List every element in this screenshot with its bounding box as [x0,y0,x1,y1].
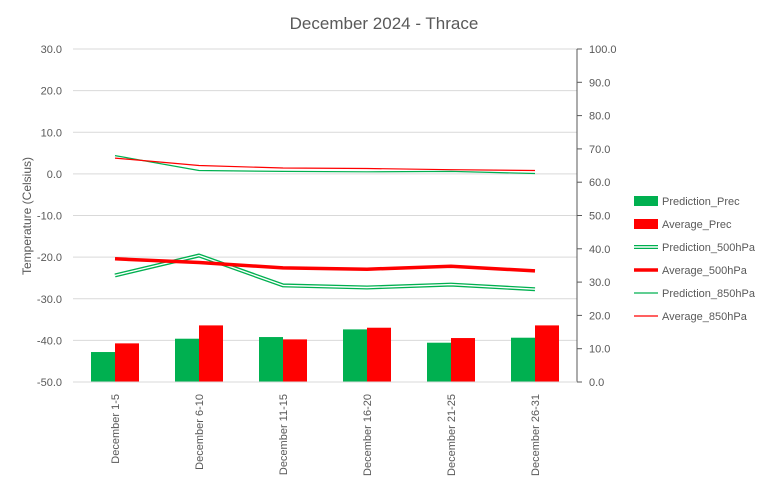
x-tick-label: December 1-5 [110,394,122,464]
y-tick-label: 0.0 [47,169,62,181]
legend-average-850hpa-label: Average_850hPa [662,311,748,323]
x-tick-label: December 11-15 [278,394,290,475]
y-axis-label: Temperature (Celsius) [20,157,34,275]
bar-average-prec [115,343,139,382]
y-right-tick-label: 90.0 [589,77,610,89]
line-average-850hpa [114,157,536,172]
line-prediction-500hpa-inner [114,254,536,290]
y-right-tick-label: 80.0 [589,111,610,123]
y-tick-label: -10.0 [37,211,62,223]
y-tick-label: -30.0 [37,294,62,306]
y-right-tick-label: 100.0 [589,44,617,56]
y-tick-label: -40.0 [37,335,62,347]
legend-prediction-prec-swatch [634,196,658,206]
axis-layer: 30.0 20.0 10.0 0.0 -10.0 -20.0 -30.0 -40.0 -50.0… [37,44,617,476]
y-right-tick-label: 10.0 [589,344,610,356]
y-tick-label: 20.0 [41,86,62,98]
x-tick-label: December 21-25 [446,394,458,476]
y-right-tick-label: 50.0 [589,211,610,223]
bar-prediction-prec [511,337,535,382]
y-tick-label: -20.0 [37,252,62,264]
line-average-500hpa [114,257,536,273]
y-right-tick-label: 40.0 [589,244,610,256]
grid-layer [73,48,577,383]
bar-prediction-prec [259,337,283,382]
legend-prediction-850hpa-label: Prediction_850hPa [662,288,756,300]
bar-prediction-prec [343,329,367,382]
bar-prediction-prec [175,338,199,382]
bar-average-prec [535,325,559,382]
bar-average-prec [283,339,307,382]
x-tick-label: December 16-20 [362,394,374,476]
bar-average-prec [451,338,475,382]
y-right-tick-label: 0.0 [589,377,604,389]
legend-layer: Prediction_Prec Average_Prec Prediction_50… [634,196,756,323]
line-layer [114,155,536,292]
y-right-tick-label: 60.0 [589,177,610,189]
legend-average-prec-swatch [634,219,658,229]
y-right-tick-label: 70.0 [589,144,610,156]
y-right-tick-label: 20.0 [589,310,610,322]
legend-average-500hpa-label: Average_500hPa [662,265,748,277]
chart-title: December 2024 - Thrace [290,14,479,33]
y-tick-label: 10.0 [41,127,62,139]
line-prediction-850hpa [114,155,536,175]
x-tick-label: December 26-31 [530,394,542,476]
legend-prediction-prec-label: Prediction_Prec [662,196,740,208]
y-tick-label: 30.0 [41,44,62,56]
bar-average-prec [367,327,391,382]
legend-average-prec-label: Average_Prec [662,219,732,231]
y-tick-label: -50.0 [37,377,62,389]
x-tick-label: December 6-10 [194,394,206,470]
y-right-tick-label: 30.0 [589,277,610,289]
bar-average-prec [199,325,223,382]
legend-prediction-500hpa-label: Prediction_500hPa [662,242,756,254]
bar-layer [91,325,559,382]
bar-prediction-prec [427,342,451,382]
bar-prediction-prec [91,352,115,382]
